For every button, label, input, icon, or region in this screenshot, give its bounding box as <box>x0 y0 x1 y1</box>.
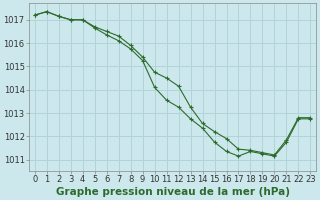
X-axis label: Graphe pression niveau de la mer (hPa): Graphe pression niveau de la mer (hPa) <box>56 187 290 197</box>
